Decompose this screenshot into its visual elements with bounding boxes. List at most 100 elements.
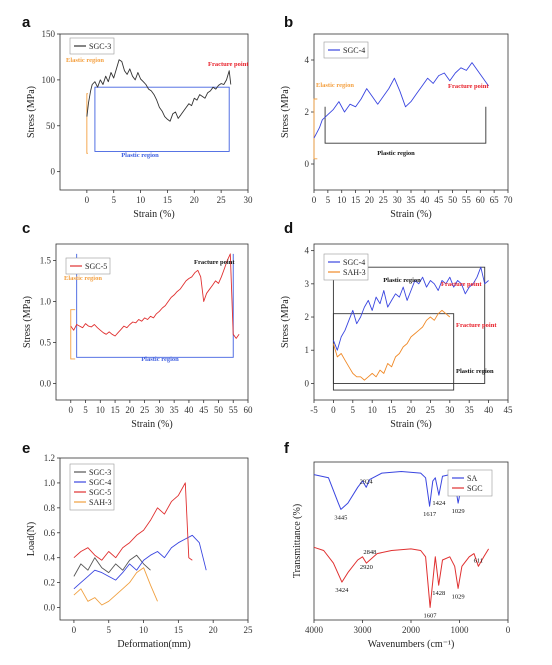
- y-tick-label: 0.2: [44, 578, 55, 588]
- panel-label: a: [22, 14, 31, 31]
- panel-c: c 0 5 10 15 20 25 30 35 40 45 50 55 60 0.0 0.5 1.0 1.5 St…: [0, 220, 276, 440]
- series-line-sgc-5: [70, 253, 240, 339]
- series-line-sgc-3: [86, 59, 232, 122]
- y-tick-label: 1.2: [44, 453, 55, 463]
- x-tick-label: 15: [351, 195, 361, 205]
- chart-f: 4000 3000 2000 1000 0 Wavenumbers (cm⁻¹) Trans…: [292, 461, 511, 650]
- series-line-sgc-4: [73, 534, 207, 590]
- legend-label: SGC-4: [343, 46, 365, 55]
- legend-label: SGC-3: [89, 468, 111, 477]
- x-tick-label: 50: [214, 405, 224, 415]
- x-tick-label: 60: [244, 405, 254, 415]
- x-tick-label: 25: [140, 405, 150, 415]
- region-box: [86, 93, 88, 154]
- legend-label: SGC: [467, 484, 483, 493]
- y-tick-label: 1.0: [44, 478, 56, 488]
- y-tick-label: 0.8: [44, 503, 56, 513]
- x-axis-label: Strain (%): [133, 209, 174, 220]
- series-line-sgc: [313, 546, 490, 608]
- region-annotation: Plastic region: [121, 152, 159, 159]
- y-tick-label: 0.4: [44, 553, 56, 563]
- x-tick-label: 2000: [402, 625, 421, 635]
- x-tick-label: 40: [420, 195, 430, 205]
- x-tick-label: 3000: [354, 625, 373, 635]
- x-tick-label: 10: [368, 405, 378, 415]
- legend-label: SAH-3: [89, 498, 112, 507]
- y-axis-label: Stress (MPa): [26, 86, 37, 138]
- peak-label: 1607: [424, 612, 438, 619]
- peak-label: 1029: [452, 593, 465, 600]
- legend-label: SAH-3: [343, 268, 366, 277]
- panel-a: a 0 5 10 15 20 25 30 0 50 100 150 Strain (%) Stress …: [0, 0, 276, 220]
- region-box: [70, 309, 76, 360]
- panel-label: d: [284, 220, 294, 237]
- peak-label: 2848: [363, 549, 376, 556]
- x-tick-label: 55: [229, 405, 239, 415]
- peak-label: 1617: [423, 511, 437, 518]
- y-tick-label: 2: [305, 107, 310, 117]
- x-tick-label: 30: [244, 195, 254, 205]
- x-axis-label: Strain (%): [390, 209, 431, 220]
- x-tick-label: 15: [387, 405, 397, 415]
- x-tick-label: 0: [85, 195, 90, 205]
- peak-label: 1428: [432, 590, 445, 597]
- y-axis-label: Stress (MPa): [22, 296, 33, 348]
- region-annotation: Fracture point: [448, 83, 489, 90]
- x-tick-label: 45: [504, 405, 514, 415]
- region-annotation: Plastic region: [383, 277, 421, 284]
- chart-c: 0 5 10 15 20 25 30 35 40 45 50 55 60 0.0 0.5 1.0 1.5 Stra…: [22, 243, 254, 430]
- x-tick-label: 1000: [451, 625, 470, 635]
- x-tick-label: 20: [407, 405, 417, 415]
- x-tick-label: 0: [312, 195, 317, 205]
- y-tick-label: 100: [42, 75, 56, 85]
- x-tick-label: 60: [476, 195, 486, 205]
- x-tick-label: 5: [351, 405, 356, 415]
- y-tick-label: 3: [305, 279, 310, 289]
- x-tick-label: 5: [106, 625, 111, 635]
- x-tick-label: -5: [310, 405, 318, 415]
- x-axis-label: Strain (%): [131, 419, 172, 430]
- y-tick-label: 0: [305, 159, 310, 169]
- y-tick-label: 4: [305, 55, 310, 65]
- y-tick-label: 1.5: [40, 255, 52, 265]
- legend-label: SGC-5: [85, 262, 107, 271]
- x-tick-label: 0: [72, 625, 77, 635]
- y-tick-label: 2: [305, 312, 310, 322]
- panel-b: b 0 5 10 15 20 25 30 35 40 45 50 55 60 65 70 0 2 4 Strain …: [276, 0, 552, 220]
- legend-label: SGC-4: [343, 258, 365, 267]
- peak-label: 3445: [334, 514, 347, 521]
- region-box: [324, 106, 487, 144]
- legend-box: [323, 41, 369, 59]
- x-tick-label: 45: [199, 405, 209, 415]
- x-tick-label: 0: [506, 625, 511, 635]
- legend-label: SA: [467, 474, 477, 483]
- plot-frame: [59, 457, 249, 621]
- y-tick-label: 50: [46, 121, 56, 131]
- y-axis-label: Load(N): [26, 522, 37, 556]
- series-line-sah-3: [332, 309, 451, 381]
- legend-box: [323, 253, 369, 281]
- peak-label: 611: [474, 557, 484, 564]
- x-tick-label: 0: [331, 405, 336, 415]
- x-tick-label: 30: [393, 195, 403, 205]
- x-tick-label: 5: [326, 195, 331, 205]
- x-tick-label: 25: [426, 405, 436, 415]
- panel-label: f: [284, 440, 289, 457]
- x-tick-label: 5: [83, 405, 88, 415]
- x-tick-label: 15: [174, 625, 184, 635]
- panel-d: d -5 0 5 10 15 20 25 30 35 40 45 0 1 2 3 4 Strain (%) Str…: [276, 220, 552, 440]
- series-line-sgc-4: [313, 62, 489, 139]
- peak-label: 1029: [452, 508, 465, 515]
- panel-label: b: [284, 14, 294, 31]
- legend-box: [447, 469, 493, 497]
- peak-label: 2920: [360, 564, 373, 571]
- series-line-sgc-3: [73, 554, 151, 577]
- x-tick-label: 55: [462, 195, 472, 205]
- region-annotation: Fracture point: [441, 281, 482, 288]
- plot-frame: [55, 243, 249, 401]
- region-annotation: Fracture point: [194, 259, 235, 266]
- y-tick-label: 0: [51, 167, 56, 177]
- region-annotation: Elastic region: [66, 57, 104, 64]
- x-tick-label: 10: [139, 625, 149, 635]
- peak-label: 1424: [432, 500, 446, 507]
